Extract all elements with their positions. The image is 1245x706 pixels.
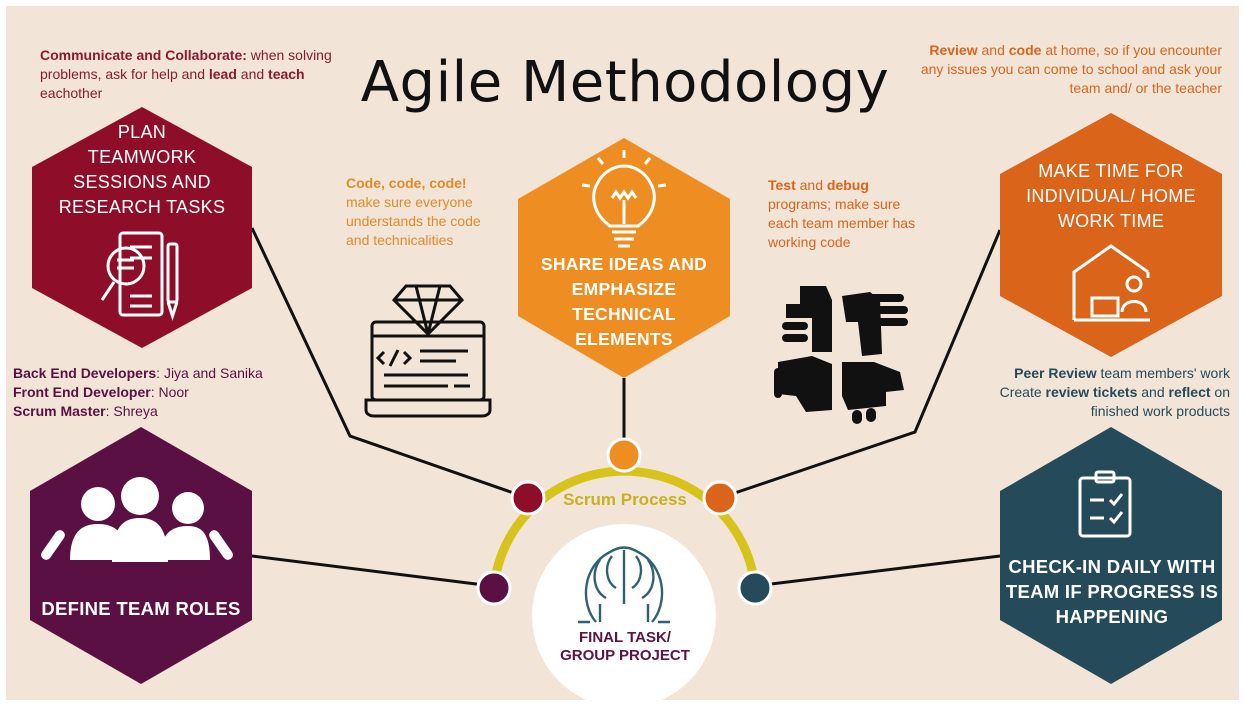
note-code: Code, code, code! make sure everyone und… <box>346 174 506 250</box>
node-share <box>606 437 642 473</box>
note-communicate: Communicate and Collaborate: when solvin… <box>40 46 350 103</box>
scrum-nodes <box>476 437 773 606</box>
hex-plan <box>32 107 252 348</box>
note-test-debug: debug <box>826 177 869 193</box>
final-task-line1: FINAL TASK/ <box>579 629 671 646</box>
role-backend-value: : Jiya and Sanika <box>156 365 263 381</box>
hex-share-line4: ELEMENTS <box>575 329 673 349</box>
note-peer-heading: Peer Review <box>1014 365 1097 381</box>
hex-plan-line3: SESSIONS AND <box>73 172 211 192</box>
home-work-icon <box>1072 244 1150 322</box>
hex-share-line3: TECHNICAL <box>572 304 676 324</box>
document-search-icon <box>100 231 179 321</box>
hex-checkin <box>1000 427 1222 684</box>
note-test-text2: programs; make sure each team member has… <box>768 196 916 250</box>
note-communicate-teach: teach <box>268 66 305 82</box>
note-peer-reflect: reflect <box>1168 384 1211 400</box>
note-communicate-text1: when solving problems, ask for help and <box>40 47 332 82</box>
note-peer-text4: on <box>1210 384 1230 400</box>
hex-plan-label: PLAN TEAMWORK SESSIONS AND RESEARCH TASK… <box>42 120 242 220</box>
brain-heads-icon <box>578 546 670 624</box>
note-review: Review and code at home, so if you encou… <box>906 41 1222 98</box>
note-test-text1: and <box>795 177 827 193</box>
note-review-heading: Review <box>929 42 978 58</box>
node-time <box>702 480 738 516</box>
note-communicate-lead: lead <box>208 66 237 82</box>
hex-time <box>1000 113 1222 357</box>
hex-plan-line2: TEAMWORK <box>87 147 197 167</box>
hex-share <box>518 138 730 378</box>
connector-roles <box>251 554 493 588</box>
role-frontend-value: : Noor <box>150 384 189 400</box>
role-backend-label: Back End Developers <box>13 365 157 381</box>
node-checkin <box>737 570 773 606</box>
note-peer-text3: and <box>1137 384 1169 400</box>
note-peer-tickets: review tickets <box>1045 384 1138 400</box>
note-communicate-heading: Communicate and Collaborate: <box>40 47 247 63</box>
hex-time-line1: MAKE TIME FOR <box>1038 161 1184 181</box>
node-roles <box>476 570 512 606</box>
hex-roles-label: DEFINE TEAM ROLES <box>31 596 251 621</box>
connector-time <box>719 229 1002 500</box>
note-peer-text1: team members' work <box>1096 365 1231 381</box>
hex-checkin-line3: HAPPENING <box>1055 606 1169 627</box>
hex-plan-line1: PLAN <box>117 122 167 142</box>
note-peer-text5: finished work products <box>1090 403 1230 419</box>
role-scrum-label: Scrum Master <box>13 403 106 419</box>
scrum-process-label: Scrum Process <box>563 490 687 509</box>
hex-share-label: SHARE IDEAS AND EMPHASIZE TECHNICAL ELEM… <box>524 252 724 352</box>
note-test: Test and debug programs; make sure each … <box>768 176 918 252</box>
role-frontend-label: Front End Developer <box>13 384 151 400</box>
node-plan <box>510 480 546 516</box>
hex-plan-line4: RESEARCH TASKS <box>58 197 226 217</box>
clipboard-check-icon <box>1078 470 1132 538</box>
note-peer: Peer Review team members' work Create re… <box>960 364 1230 421</box>
note-roles: Back End Developers: Jiya and Sanika Fro… <box>13 364 293 421</box>
note-review-text1: and <box>977 42 1009 58</box>
hex-share-line1: SHARE IDEAS AND <box>540 254 708 274</box>
note-communicate-text2: and <box>236 66 269 82</box>
hands-teamwork-icon <box>774 286 908 424</box>
role-scrum-value: : Shreya <box>105 403 158 419</box>
hex-roles-line1: DEFINE TEAM ROLES <box>41 598 241 619</box>
connector-lines <box>250 227 1002 588</box>
hex-time-line2: INDIVIDUAL/ HOME <box>1026 186 1196 206</box>
note-code-text: make sure everyone understands the code … <box>346 194 481 248</box>
note-code-heading: Code, code, code! <box>346 175 467 191</box>
note-review-text2: at home, so if you encounter any issues … <box>920 42 1222 96</box>
center-circle <box>532 524 716 706</box>
hex-time-line3: WORK TIME <box>1057 211 1165 231</box>
hex-checkin-line1: CHECK-IN DAILY WITH <box>1008 556 1216 577</box>
team-icon <box>41 477 233 562</box>
final-task-label: FINAL TASK/ GROUP PROJECT <box>540 629 710 665</box>
connector-plan <box>250 227 529 500</box>
hex-checkin-line2: TEAM IF PROGRESS IS <box>1005 581 1219 602</box>
note-test-heading: Test <box>768 177 796 193</box>
page-title: Agile Methodology <box>360 50 890 115</box>
connector-checkin <box>754 554 1001 588</box>
note-communicate-text3: eachother <box>40 85 103 101</box>
hex-checkin-label: CHECK-IN DAILY WITH TEAM IF PROGRESS IS … <box>1002 554 1222 629</box>
lightbulb-icon <box>581 150 667 248</box>
final-task-line2: GROUP PROJECT <box>560 647 690 664</box>
hex-share-line2: EMPHASIZE <box>571 279 677 299</box>
diamond-laptop-icon <box>364 284 492 418</box>
note-peer-text2: Create <box>999 384 1046 400</box>
hex-time-label: MAKE TIME FOR INDIVIDUAL/ HOME WORK TIME <box>1006 159 1216 234</box>
note-review-code: code <box>1008 42 1042 58</box>
